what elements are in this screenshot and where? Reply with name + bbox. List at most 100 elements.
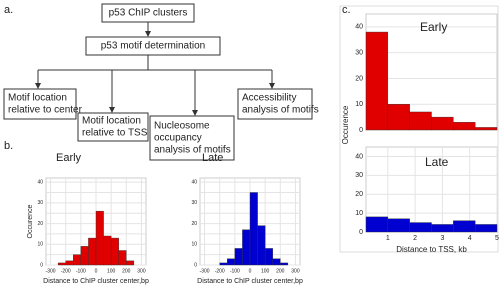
- y-tick-label: 0: [194, 262, 197, 268]
- x-tick-label: -100: [230, 268, 240, 274]
- y-tick-label: 0: [359, 229, 363, 236]
- x-tick-label: 100: [261, 268, 270, 274]
- histogram-bar: [272, 258, 281, 266]
- y-tick-label: 10: [37, 242, 43, 248]
- y-tick-label: 10: [355, 101, 363, 108]
- x-axis-label: Distance to ChIP cluster center,bp: [43, 278, 149, 285]
- histogram-bar: [95, 210, 104, 266]
- y-tick-label: 40: [191, 179, 197, 185]
- y-axis-label: Occurence: [341, 105, 350, 144]
- x-tick-label: 3: [440, 235, 444, 242]
- y-tick-label: 0: [359, 127, 363, 134]
- x-tick-label: 300: [137, 268, 146, 274]
- x-tick-label: 300: [291, 268, 300, 274]
- y-tick-label: 20: [37, 221, 43, 227]
- histogram-bar: [474, 127, 498, 131]
- histogram-bar: [453, 220, 476, 233]
- diagram-node: [101, 3, 195, 23]
- histogram-bar: [264, 248, 273, 266]
- histogram-bar: [280, 262, 289, 266]
- y-tick-label: 20: [355, 191, 363, 198]
- chart-title: Early: [56, 152, 82, 164]
- histogram-bar: [227, 258, 236, 266]
- diagram-node: [3, 88, 77, 120]
- x-axis-label: Distance to TSS, kb: [396, 245, 467, 254]
- x-tick-label: -100: [76, 268, 86, 274]
- y-tick-label: 20: [191, 221, 197, 227]
- histogram-bar: [219, 262, 228, 266]
- x-tick-label: -300: [46, 268, 56, 274]
- chart-title: Late: [425, 155, 449, 169]
- node-label: analysis of motifs: [154, 145, 231, 156]
- y-tick-label: 30: [355, 50, 363, 57]
- y-tick-label: 40: [37, 179, 43, 185]
- x-tick-label: 5: [495, 235, 499, 242]
- node-label: p53 motif determination: [101, 41, 206, 52]
- histogram-bar: [73, 254, 82, 266]
- histogram-bar: [365, 31, 389, 131]
- histogram-bar: [409, 111, 432, 131]
- x-tick-label: -200: [61, 268, 71, 274]
- histogram-bar: [80, 246, 89, 266]
- y-tick-label: 40: [355, 24, 363, 31]
- node-label: Motif location: [8, 93, 67, 104]
- y-tick-label: 30: [191, 200, 197, 206]
- x-tick-label: -200: [215, 268, 225, 274]
- node-label: Nucleosome: [154, 121, 210, 132]
- panel-label: c.: [342, 4, 351, 16]
- histogram-bar: [65, 260, 74, 266]
- diagram-node: [237, 88, 313, 120]
- histogram-bar: [249, 192, 258, 266]
- y-axis-label: Occurence: [27, 204, 34, 238]
- y-tick-label: 10: [355, 210, 363, 217]
- y-tick-label: 40: [355, 153, 363, 160]
- diagram-node: [149, 115, 235, 161]
- histogram-bar: [431, 224, 454, 233]
- panel-label: b.: [4, 140, 13, 152]
- histogram-bar: [387, 104, 410, 131]
- node-label: relative to TSS: [82, 128, 148, 139]
- histogram-bar: [126, 260, 135, 266]
- histogram-bar: [57, 262, 66, 266]
- y-tick-label: 30: [37, 200, 43, 206]
- node-label: analysis of motifs: [242, 105, 319, 116]
- histogram-bar: [365, 216, 389, 233]
- panel-label: a.: [4, 4, 13, 16]
- panel-frame: [339, 5, 499, 253]
- y-tick-label: 0: [40, 262, 43, 268]
- y-tick-label: 30: [355, 172, 363, 179]
- histogram-bar: [431, 116, 454, 131]
- node-label: occupancy: [154, 133, 202, 144]
- node-label: Motif location: [82, 116, 141, 127]
- histogram-bar: [242, 229, 251, 266]
- x-tick-label: 2: [413, 235, 417, 242]
- x-tick-label: 200: [276, 268, 285, 274]
- connectors: [35, 22, 275, 116]
- chart-title: Early: [420, 20, 447, 34]
- x-axis-label: Distance to ChIP cluster center,bp: [197, 278, 303, 285]
- histogram-bar: [453, 122, 476, 131]
- node-label: Accessibility: [242, 93, 296, 104]
- histogram-bar: [110, 237, 119, 266]
- x-tick-label: -300: [200, 268, 210, 274]
- chart-title: Late: [202, 152, 223, 164]
- histogram-bar: [88, 237, 97, 266]
- diagram-node: [85, 36, 221, 56]
- x-tick-label: 100: [107, 268, 116, 274]
- histogram-bar: [474, 224, 498, 233]
- diagram-node: [77, 112, 149, 142]
- x-tick-label: 4: [468, 235, 472, 242]
- histogram-bar: [387, 218, 410, 233]
- histogram-bar: [118, 250, 127, 266]
- x-tick-label: 200: [122, 268, 131, 274]
- histogram-bar: [257, 225, 266, 266]
- histogram-bar: [103, 235, 112, 266]
- histogram-bar: [409, 222, 432, 233]
- histogram-bar: [234, 248, 243, 266]
- node-label: p53 ChIP clusters: [109, 8, 188, 19]
- x-tick-label: 0: [249, 268, 252, 274]
- node-label: relative to center: [8, 105, 83, 116]
- x-tick-label: 1: [386, 235, 390, 242]
- y-tick-label: 10: [191, 242, 197, 248]
